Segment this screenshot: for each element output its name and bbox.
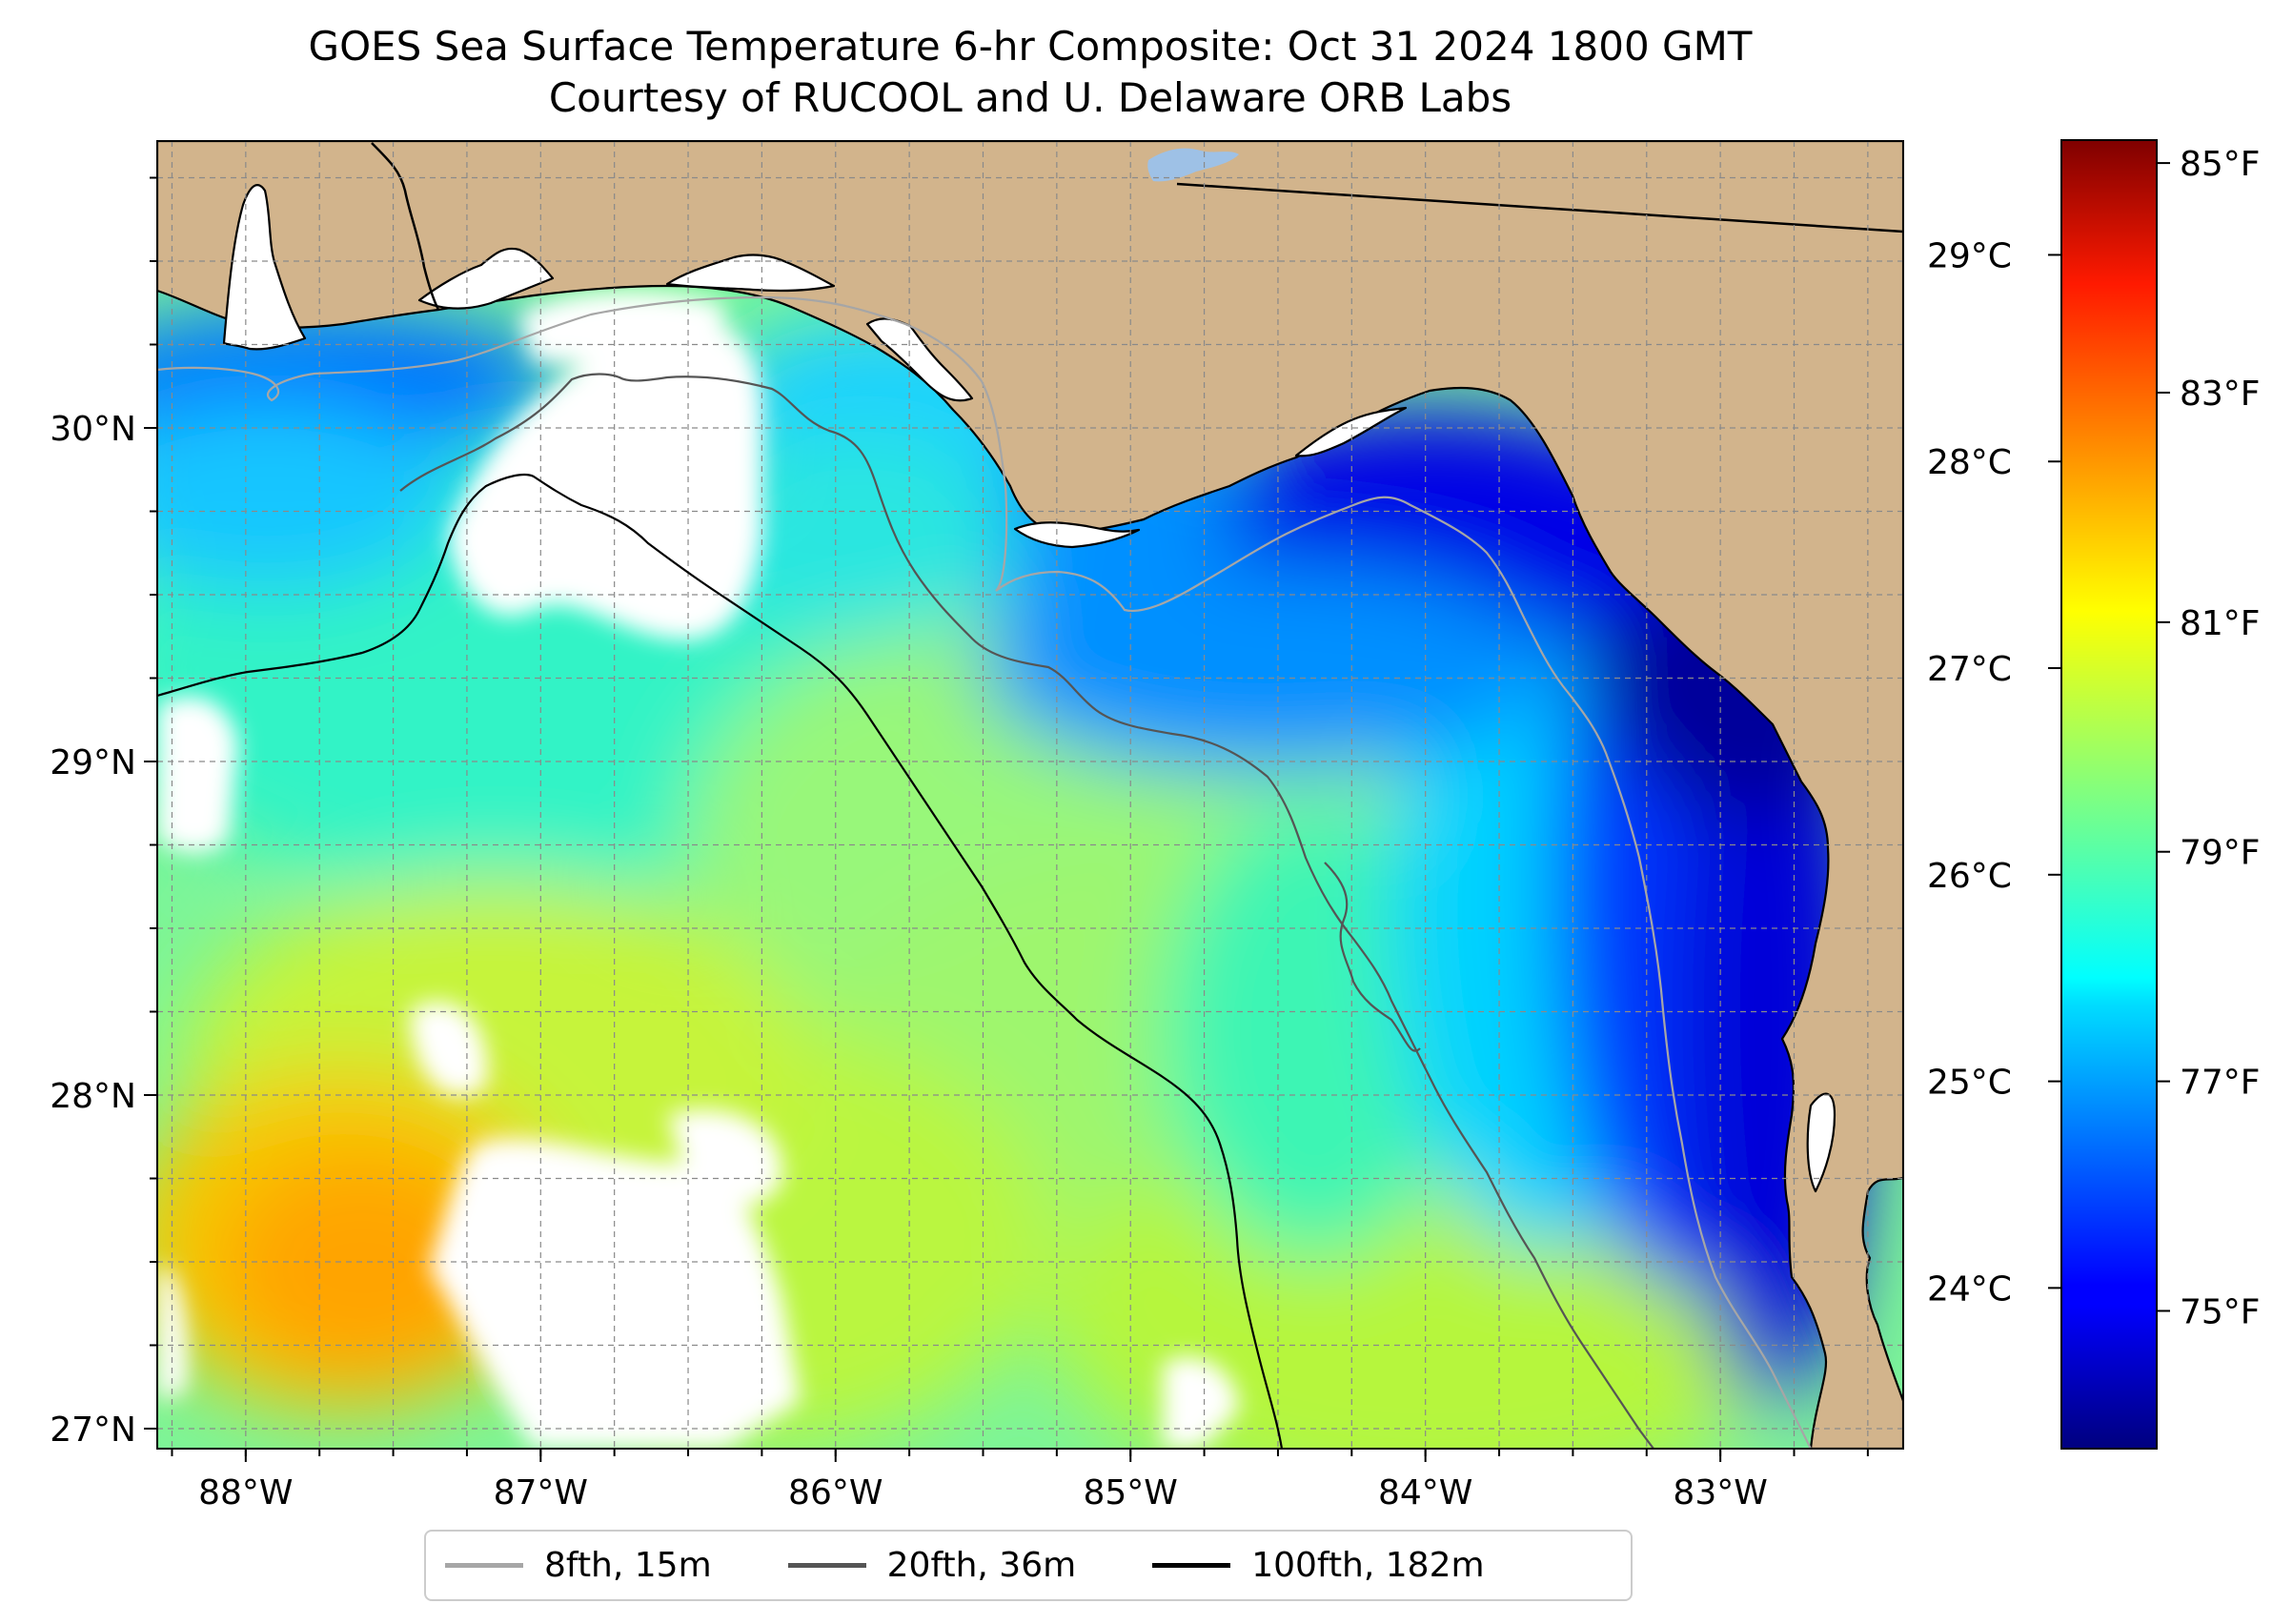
bays-and-sounds: [222, 184, 1836, 1193]
colorbar-c-label: 25°C: [1927, 1064, 2012, 1103]
isobath-100fth: [157, 473, 1284, 1449]
colorbar-f-label: 77°F: [2180, 1064, 2261, 1103]
latitude-axis: 27°N 28°N 29°N 30°N: [50, 410, 157, 1450]
colorbar-c-label: 29°C: [1927, 236, 2012, 275]
map-area: [157, 141, 1903, 1449]
figure-subtitle: Courtesy of RUCOOL and U. Delaware ORB L…: [548, 74, 1512, 121]
colorbar-f-label: 83°F: [2180, 375, 2261, 414]
lat-tick-label: 28°N: [50, 1077, 136, 1116]
state-borders: [371, 142, 1903, 311]
longitude-axis: 88°W 87°W 86°W 85°W 84°W 83°W: [198, 1449, 1768, 1512]
lat-tick-label: 27°N: [50, 1411, 136, 1450]
legend-label: 100fth, 182m: [1251, 1546, 1485, 1585]
colorbar-f-label: 85°F: [2180, 145, 2261, 184]
colorbar-c-label: 27°C: [1927, 650, 2012, 689]
minor-ticks: [150, 176, 1869, 1456]
lon-tick-label: 84°W: [1378, 1473, 1472, 1512]
colorbar-fahrenheit-axis: 75°F 77°F 79°F 81°F 83°F 85°F: [2157, 145, 2261, 1331]
legend-item-8fth: 8fth, 15m: [445, 1546, 712, 1585]
figure-title: GOES Sea Surface Temperature 6-hr Compos…: [308, 23, 1753, 70]
lon-tick-label: 83°W: [1673, 1473, 1767, 1512]
lon-tick-label: 87°W: [494, 1473, 588, 1512]
lat-tick-label: 30°N: [50, 410, 136, 449]
lon-tick-label: 86°W: [788, 1473, 883, 1512]
colorbar-f-label: 75°F: [2180, 1292, 2261, 1331]
legend-swatch: [787, 1563, 866, 1568]
colorbar-celsius-axis: 24°C 25°C 26°C 27°C 28°C 29°C: [1927, 236, 2061, 1309]
isobath-8fth: [157, 295, 1812, 1449]
graticule: [157, 141, 1903, 1449]
lon-tick-label: 85°W: [1084, 1473, 1178, 1512]
lat-tick-label: 29°N: [50, 743, 136, 782]
lon-tick-label: 88°W: [198, 1473, 293, 1512]
sst-field: [157, 141, 1903, 1449]
colorbar-c-label: 28°C: [1927, 443, 2012, 482]
isobath-legend: 8fth, 15m 20fth, 36m 100fth, 182m: [424, 1530, 1633, 1601]
colorbar-f-label: 81°F: [2180, 604, 2261, 643]
colorbar-f-label: 79°F: [2180, 834, 2261, 873]
legend-swatch: [445, 1563, 523, 1568]
inland-lake: [1147, 148, 1239, 182]
legend-item-20fth: 20fth, 36m: [787, 1546, 1077, 1585]
colorbar: [2060, 139, 2158, 1450]
map-frame: [156, 140, 1904, 1450]
isobath-20fth: [399, 373, 1654, 1449]
legend-swatch: [1152, 1563, 1231, 1568]
legend-label: 20fth, 36m: [886, 1546, 1077, 1585]
colorbar-c-label: 24°C: [1927, 1269, 2012, 1309]
legend-label: 8fth, 15m: [544, 1546, 712, 1585]
legend-item-100fth: 100fth, 182m: [1152, 1546, 1485, 1585]
colorbar-c-label: 26°C: [1927, 857, 2012, 896]
